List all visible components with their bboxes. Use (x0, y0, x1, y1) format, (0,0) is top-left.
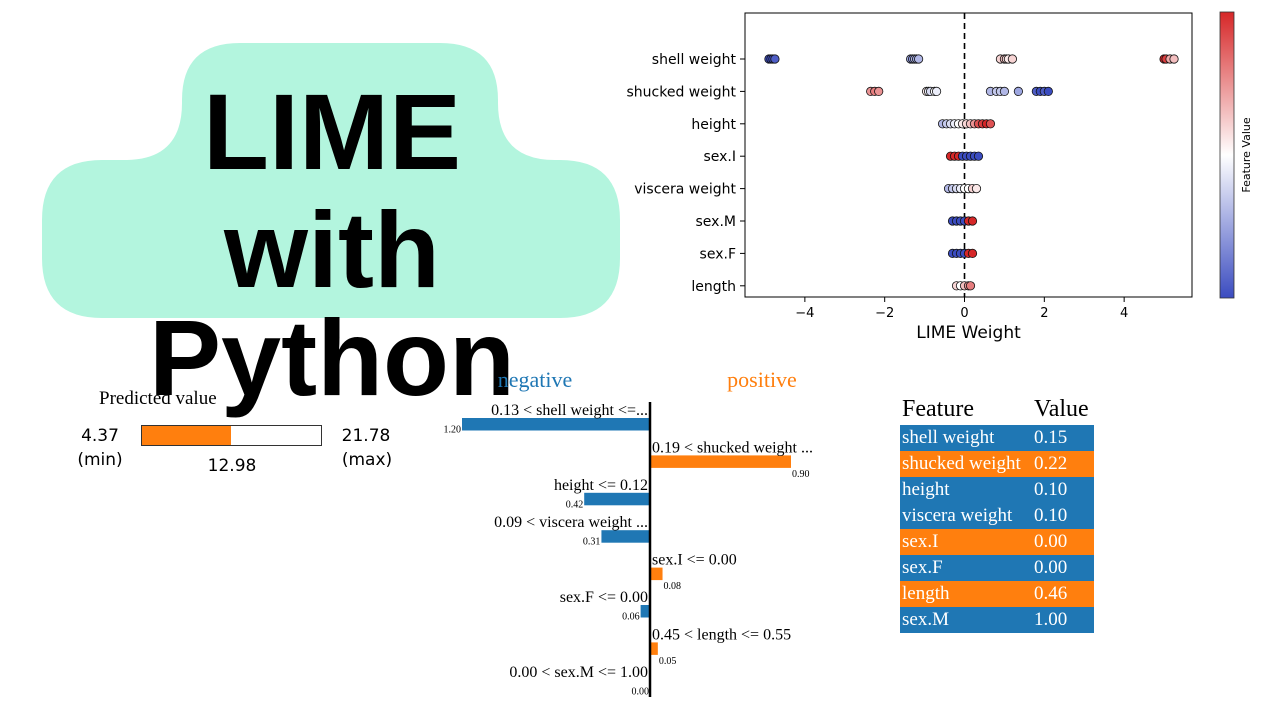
x-tick-label: −4 (795, 306, 814, 321)
feature-name-cell: shucked weight (902, 453, 1021, 474)
y-tick-label: shucked weight (627, 84, 737, 100)
title-blob-shape (42, 43, 620, 318)
y-tick-label: sex.I (703, 149, 736, 165)
predicted-min-tag: (min) (77, 450, 123, 470)
bar-value-label: 1.20 (444, 425, 462, 436)
scatter-plot-frame (744, 12, 1193, 298)
predicted-max-value: 21.78 (341, 426, 391, 446)
predicted-value-title: Predicted value (99, 388, 217, 409)
title-line-1: LIME (203, 71, 461, 192)
bar (462, 418, 650, 431)
predicted-value-fill (142, 426, 231, 445)
scatter-point (985, 119, 996, 129)
scatter-point (999, 86, 1010, 97)
bar (650, 567, 663, 581)
lime-explanation-bar-chart: negative positive 0.13 < shell weight <=..… (444, 367, 814, 697)
bar-value-label: 0.00 (632, 686, 650, 697)
feature-value-cell: 0.00 (1034, 531, 1068, 552)
scatter-point (971, 184, 982, 194)
table-row: length 0.46 (900, 581, 1094, 607)
scatter-point (914, 54, 924, 64)
predicted-min-value: 4.37 (81, 426, 119, 446)
table-row: viscera weight 0.10 (900, 503, 1094, 529)
feature-name-cell: height (902, 479, 950, 500)
table-row: shucked weight 0.22 (900, 451, 1094, 477)
feature-name-cell: viscera weight (902, 505, 1013, 526)
bar-label: 0.00 < sex.M <= 1.00 (509, 664, 648, 681)
y-tick-label: shell weight (652, 52, 737, 68)
y-tick-label: viscera weight (634, 182, 736, 198)
scatter-point (931, 86, 942, 97)
bar-label: 0.19 < shucked weight ... (652, 439, 813, 456)
predicted-value-bar (141, 425, 322, 446)
table-row: sex.M 1.00 (900, 607, 1094, 633)
scatter-point (967, 248, 978, 258)
x-tick-label: 0 (960, 306, 968, 321)
feature-value-cell: 0.10 (1034, 505, 1068, 526)
table-header-value: Value (1034, 396, 1089, 422)
table-row: sex.F 0.00 (900, 555, 1094, 581)
colorbar-label: Feature Value (1240, 117, 1253, 193)
bar-value-label: 0.06 (622, 612, 640, 623)
positive-label: positive (727, 367, 797, 392)
bar-label: sex.I <= 0.00 (652, 552, 737, 569)
feature-value-cell: 0.10 (1034, 479, 1068, 500)
x-tick-label: −2 (875, 306, 894, 321)
scatter-point (770, 54, 780, 64)
lime-summary-chart: −4 −2 0 2 4 LIME Weight shell weight shucked we… (627, 11, 1253, 343)
y-tick-label: height (691, 117, 736, 133)
table-header-row: Feature Value (900, 396, 1094, 425)
x-tick-label: 2 (1040, 306, 1048, 321)
table-row: height 0.10 (900, 477, 1094, 503)
bar-value-label: 0.42 (566, 499, 584, 510)
bar (650, 455, 791, 468)
scatter-point (973, 151, 984, 161)
table-row: sex.I 0.00 (900, 529, 1094, 555)
y-tick-label: sex.F (700, 246, 736, 262)
scatter-point (965, 281, 976, 291)
feature-name-cell: sex.I (902, 531, 939, 552)
feature-name-cell: sex.M (902, 609, 949, 630)
feature-value-cell: 0.15 (1034, 427, 1068, 448)
feature-name-cell: sex.F (902, 557, 943, 578)
predicted-value: 12.98 (207, 456, 257, 476)
bar-value-label: 0.90 (792, 469, 810, 480)
bar-label: height <= 0.12 (554, 477, 648, 494)
scatter-point (967, 216, 978, 226)
feature-value-cell: 0.22 (1034, 453, 1068, 474)
bar-value-label: 0.08 (664, 581, 682, 592)
y-tick-label: length (691, 279, 736, 295)
bar (584, 492, 650, 506)
x-tick-label: 4 (1120, 306, 1128, 321)
negative-label: negative (498, 367, 573, 392)
scatter-point (874, 86, 884, 97)
colorbar (1219, 11, 1235, 299)
table-header-feature: Feature (902, 396, 974, 422)
x-axis-label: LIME Weight (916, 323, 1021, 343)
feature-name-cell: shell weight (902, 427, 995, 448)
title-line-2: with Python (149, 189, 515, 418)
title-background (42, 43, 620, 318)
scatter-point (1013, 86, 1023, 97)
scatter-point (1007, 54, 1018, 64)
scatter-point (1169, 54, 1179, 64)
feature-name-cell: length (902, 583, 950, 604)
bar-label: 0.09 < viscera weight ... (494, 514, 648, 531)
predicted-max-tag: (max) (341, 450, 393, 470)
table-row: shell weight 0.15 (900, 425, 1094, 451)
bar-label: 0.13 < shell weight <=... (491, 402, 648, 419)
feature-value-cell: 0.00 (1034, 557, 1068, 578)
feature-value-cell: 0.46 (1034, 583, 1068, 604)
bar (650, 642, 658, 655)
bar (601, 530, 650, 543)
bar (640, 605, 650, 618)
bar-label: sex.F <= 0.00 (560, 589, 648, 606)
feature-value-cell: 1.00 (1034, 609, 1068, 630)
scatter-point (1043, 86, 1053, 97)
feature-value-table: Feature Value shell weight 0.15 shucked we… (900, 396, 1094, 633)
y-tick-label: sex.M (696, 214, 736, 230)
bar-value-label: 0.05 (659, 656, 677, 667)
bar-label: 0.45 < length <= 0.55 (652, 626, 791, 643)
bar-value-label: 0.31 (583, 537, 601, 548)
